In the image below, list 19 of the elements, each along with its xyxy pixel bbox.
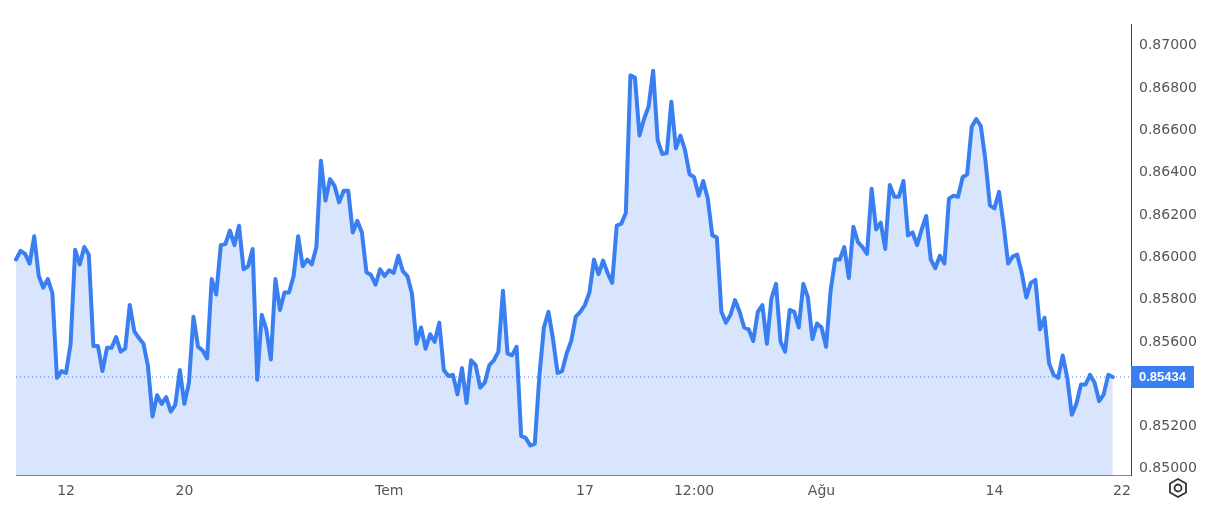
y-tick-label: 0.85600 bbox=[1139, 332, 1197, 349]
y-tick-label: 0.86800 bbox=[1139, 78, 1197, 95]
x-tick-label: 12:00 bbox=[673, 482, 715, 499]
y-tick-label: 0.85800 bbox=[1139, 290, 1197, 307]
x-tick-label: Tem bbox=[373, 482, 404, 499]
x-tick-label: Ağu bbox=[807, 482, 836, 499]
x-tick-label: 17 bbox=[575, 482, 594, 499]
x-tick-label: 12 bbox=[57, 482, 75, 499]
y-tick-label: 0.86000 bbox=[1139, 247, 1197, 264]
x-tick-label: 22 bbox=[1112, 482, 1131, 499]
y-tick-label: 0.86600 bbox=[1139, 120, 1197, 137]
x-tick-label: 20 bbox=[175, 482, 194, 499]
y-tick-label: 0.86200 bbox=[1139, 205, 1197, 222]
y-tick-label: 0.86400 bbox=[1139, 163, 1197, 180]
y-tick-label: 0.87000 bbox=[1139, 36, 1197, 53]
y-tick-label: 0.85200 bbox=[1139, 417, 1197, 434]
y-tick-label: 0.85000 bbox=[1139, 459, 1197, 476]
x-tick-label: 14 bbox=[985, 482, 1004, 499]
ref-line-label: 0.85434 bbox=[1139, 368, 1187, 384]
